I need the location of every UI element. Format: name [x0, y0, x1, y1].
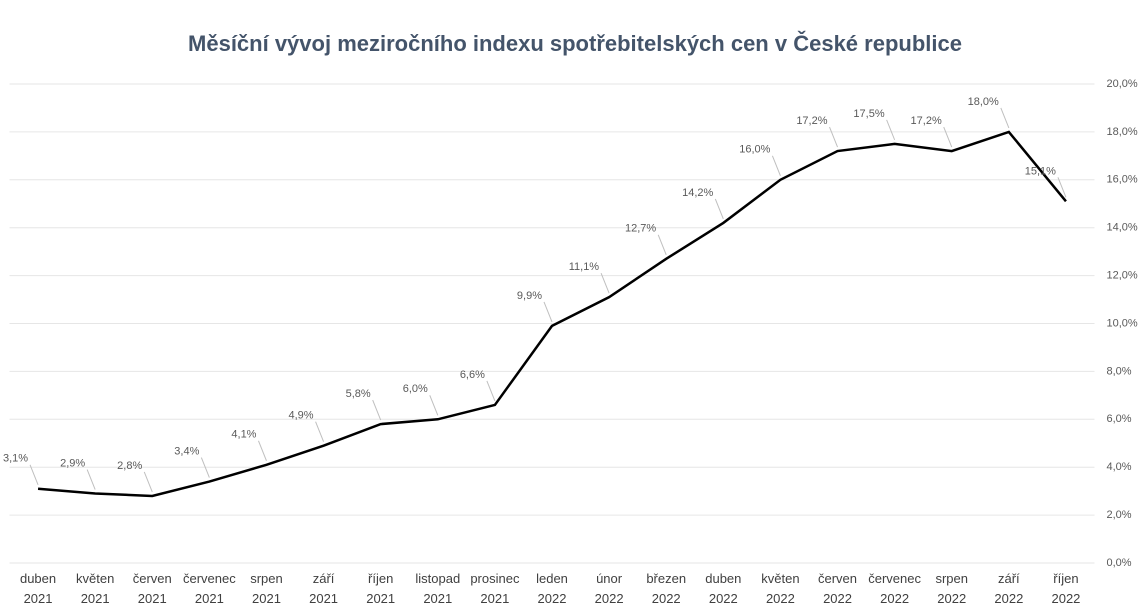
x-tick-label: červenec 2022: [868, 571, 921, 606]
y-tick-label: 4,0%: [1107, 461, 1132, 473]
x-tick-label: březen 2022: [646, 571, 686, 606]
data-label: 2,8%: [117, 460, 142, 472]
y-tick-label: 18,0%: [1107, 126, 1138, 138]
leader-line: [543, 301, 553, 323]
x-tick-label: duben 2021: [20, 571, 56, 606]
leader-line: [315, 421, 325, 442]
x-tick-label: září 2022: [994, 571, 1023, 606]
data-label: 5,8%: [346, 388, 371, 400]
x-tick-label: prosinec 2021: [470, 571, 520, 606]
data-label: 4,1%: [231, 429, 256, 441]
leader-line: [1000, 107, 1010, 129]
data-label: 2,9%: [60, 457, 85, 469]
x-tick-label: říjen 2022: [1051, 571, 1080, 606]
leader-line: [143, 471, 153, 493]
y-tick-label: 14,0%: [1107, 222, 1138, 234]
x-tick-label: srpen 2021: [250, 571, 283, 606]
y-tick-label: 0,0%: [1107, 557, 1132, 569]
data-label: 17,5%: [853, 108, 884, 120]
y-tick-label: 12,0%: [1107, 270, 1138, 282]
leader-line: [372, 399, 382, 421]
leader-line: [886, 119, 896, 141]
x-tick-label: červen 2021: [133, 571, 172, 606]
leader-line: [86, 469, 96, 490]
leader-line: [771, 155, 781, 176]
data-label: 17,2%: [796, 115, 827, 127]
chart-title: Měsíční vývoj meziročního indexu spotřeb…: [188, 31, 962, 56]
data-label: 17,2%: [911, 115, 942, 127]
x-tick-label: únor 2022: [595, 571, 624, 606]
leader-line: [600, 272, 610, 294]
data-label: 14,2%: [682, 187, 713, 199]
leader-line: [657, 234, 667, 256]
data-label: 18,0%: [968, 96, 999, 108]
y-tick-label: 20,0%: [1107, 78, 1138, 90]
leader-line: [829, 126, 838, 148]
x-tick-label: říjen 2021: [366, 571, 395, 606]
x-tick-label: duben 2022: [705, 571, 741, 606]
x-tick-label: září 2021: [309, 571, 338, 606]
x-tick-label: srpen 2022: [935, 571, 968, 606]
data-label: 3,4%: [174, 445, 199, 457]
leader-line: [258, 440, 267, 461]
data-label: 16,0%: [739, 144, 770, 156]
x-tick-label: červen 2022: [818, 571, 857, 606]
line: [37, 130, 1067, 498]
data-label: 9,9%: [517, 290, 542, 302]
leader-line: [714, 198, 724, 220]
data-label: 6,0%: [403, 383, 428, 395]
x-tick-label: květen 2021: [76, 571, 114, 606]
y-tick-label: 8,0%: [1107, 365, 1132, 377]
leader-line: [200, 457, 210, 478]
x-tick-label: červenec 2021: [183, 571, 236, 606]
x-tick-label: květen 2022: [761, 571, 799, 606]
x-tick-label: listopad 2021: [415, 571, 460, 606]
y-tick-label: 10,0%: [1107, 317, 1138, 329]
data-label: 6,6%: [460, 369, 485, 381]
y-tick-label: 2,0%: [1107, 509, 1132, 521]
data-label: 11,1%: [569, 261, 600, 273]
y-tick-label: 6,0%: [1107, 413, 1132, 425]
data-label: 4,9%: [289, 410, 314, 422]
leader-line: [29, 464, 39, 485]
data-label: 15,1%: [1025, 165, 1056, 177]
leader-line: [943, 126, 953, 148]
leader-line: [1057, 177, 1067, 198]
leader-line: [486, 380, 496, 402]
data-label: 3,1%: [3, 453, 28, 465]
leader-line: [429, 395, 439, 416]
x-tick-label: leden 2022: [536, 571, 568, 606]
data-label: 12,7%: [625, 223, 656, 235]
y-tick-label: 16,0%: [1107, 174, 1138, 186]
